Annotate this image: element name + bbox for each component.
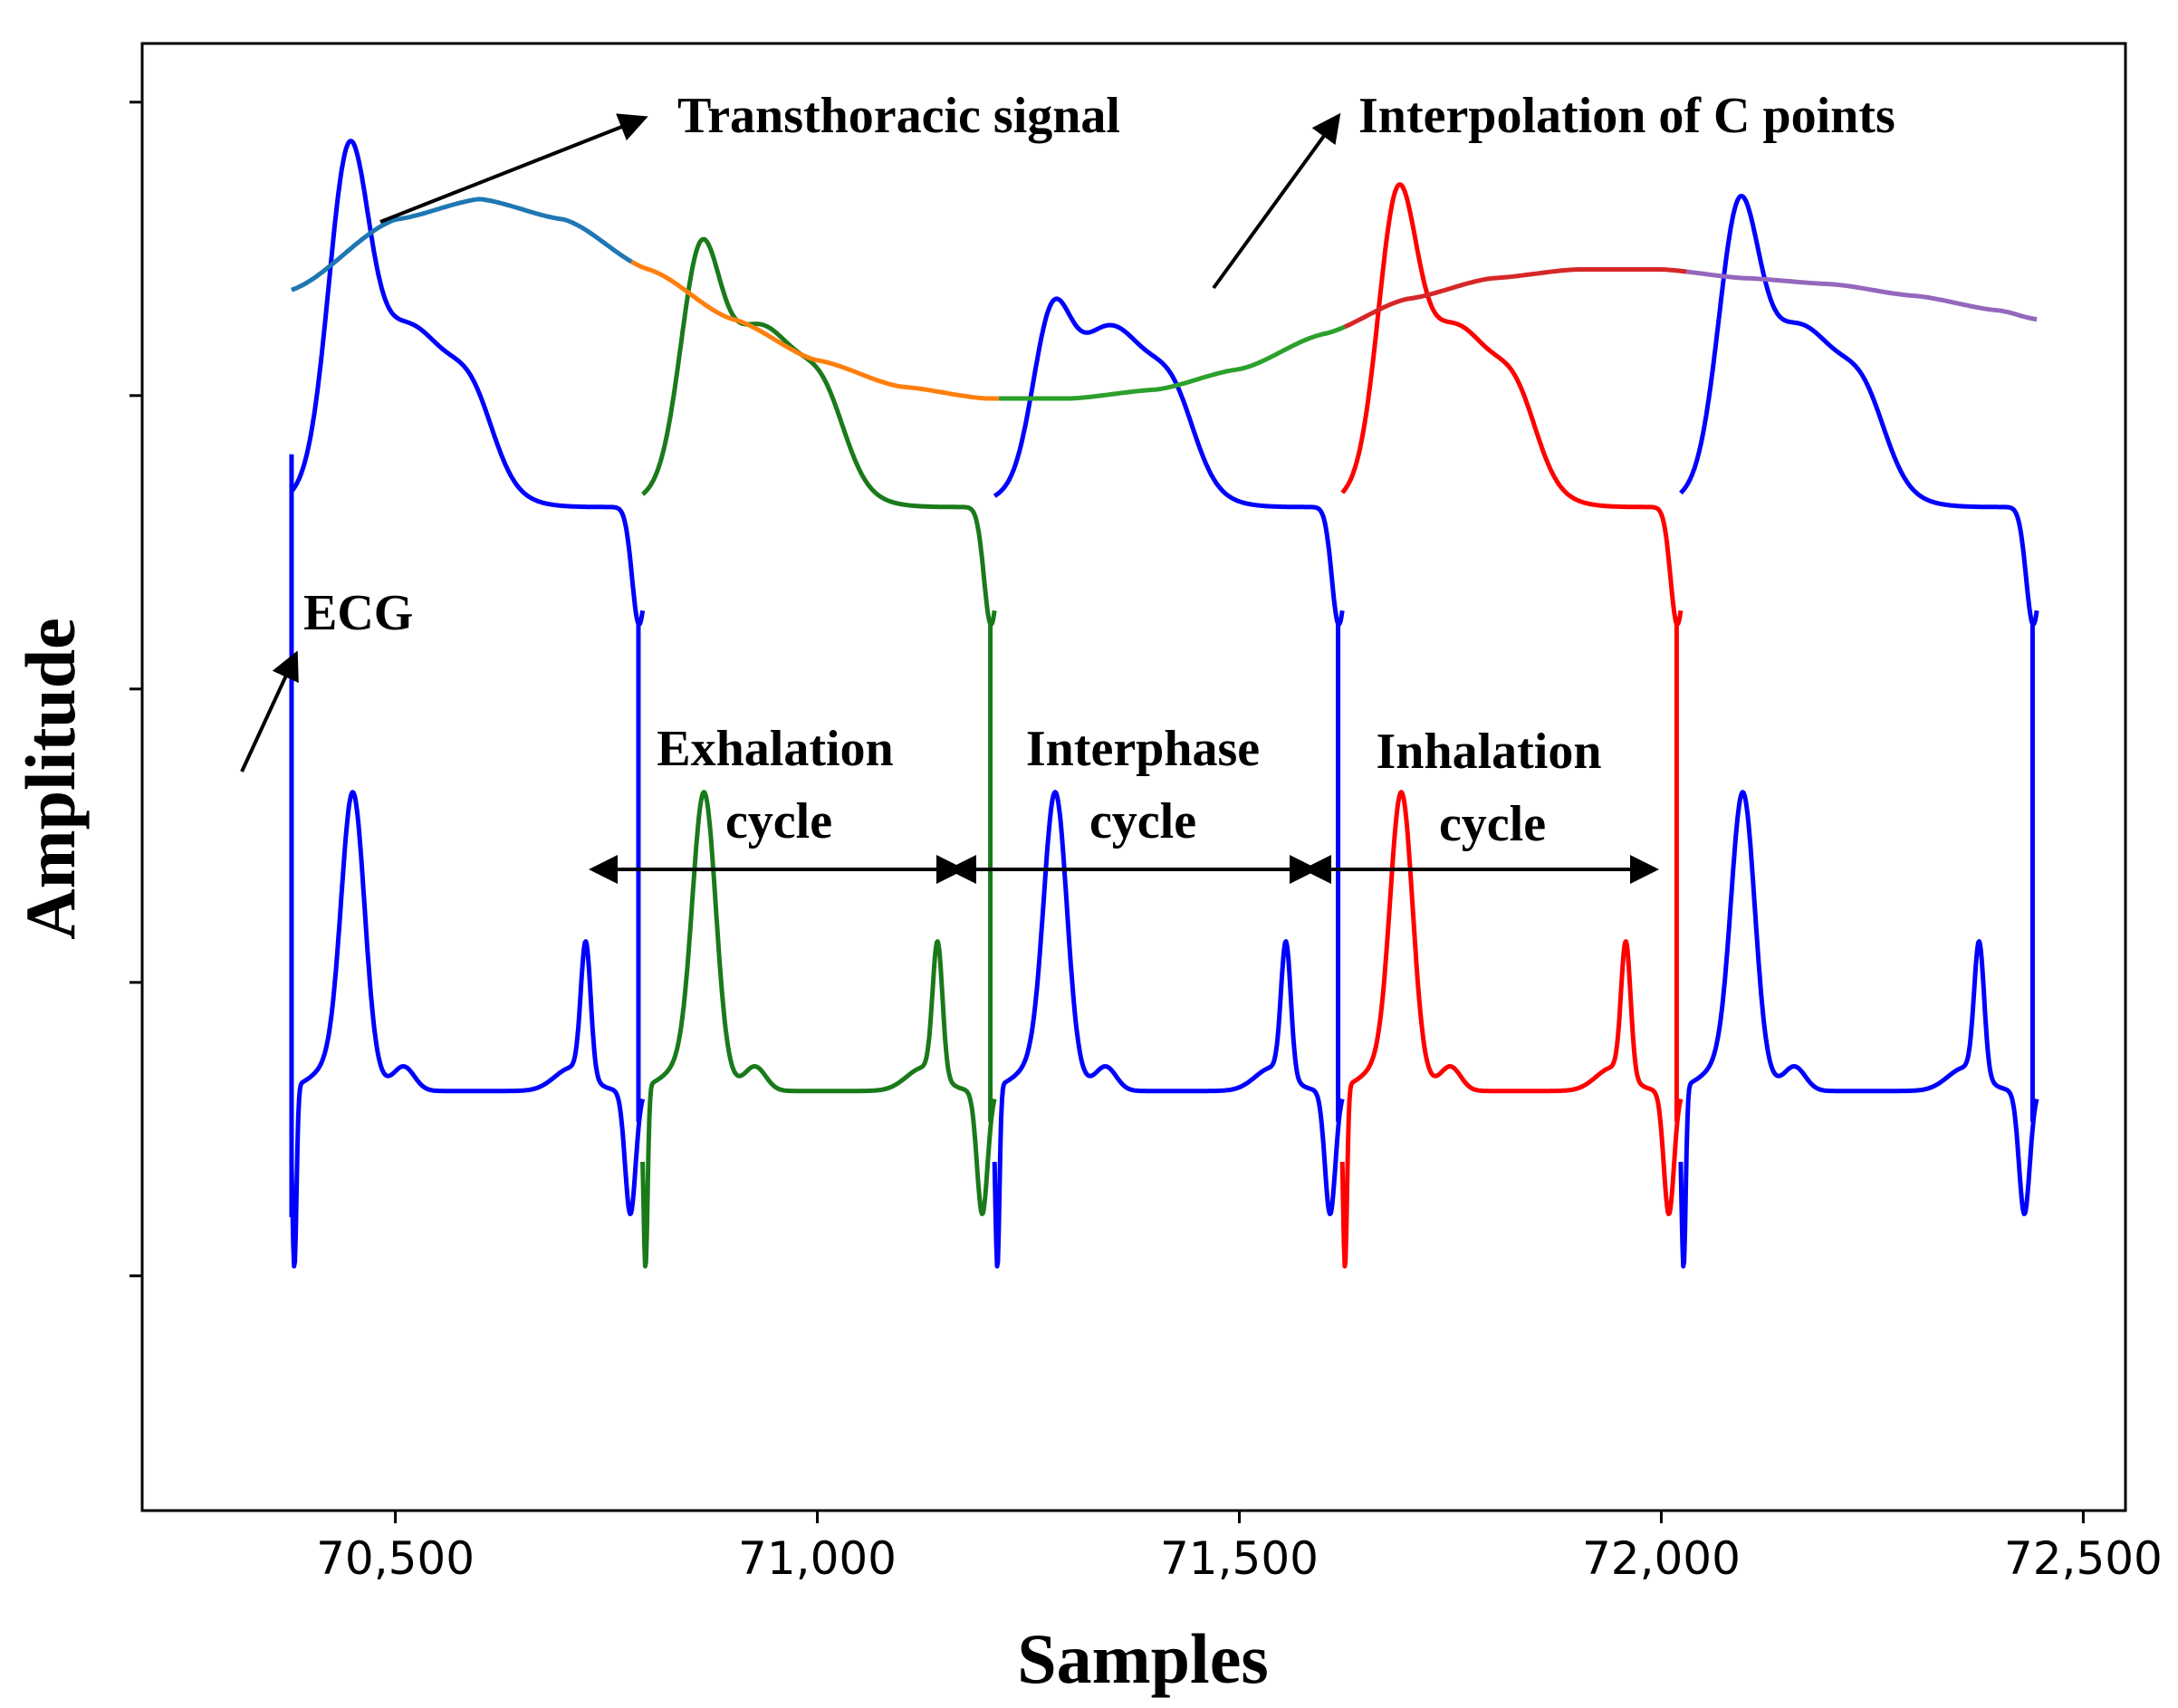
plot-area <box>140 42 2127 1512</box>
interpolation-segment-3 <box>1343 267 1687 330</box>
y-axis-ticks <box>130 101 142 1278</box>
annotation-inhalation-line2: cycle <box>1439 796 1546 852</box>
c-point-interpolation <box>291 197 2038 401</box>
annotation-interpolation: Interpolation of C points <box>1358 88 1895 144</box>
interpolation-segment-1 <box>630 259 999 401</box>
annotation-inhalation-line1: Inhalation <box>1377 724 1602 780</box>
arrow-transthoracic <box>379 113 648 224</box>
ecg-beat-4 <box>1678 790 2039 1269</box>
x-tick-label-4: 72,500 <box>2004 1532 2163 1585</box>
annotation-interphase-line1: Interphase <box>1026 721 1260 777</box>
arrow-ecg <box>240 650 299 772</box>
arrow-interpolation <box>1212 112 1341 290</box>
interpolation-segment-4 <box>1686 269 2038 322</box>
interpolation-segment-0 <box>291 197 633 293</box>
transthoracic-beat-4 <box>1679 194 2039 627</box>
x-axis-ticks: 70,500 71,000 71,500 72,000 72,500 <box>316 1511 2163 1585</box>
ecg-beat-0 <box>289 790 646 1269</box>
x-tick-label-1: 71,000 <box>738 1532 897 1585</box>
ecg-beat-2 <box>992 790 1345 1269</box>
x-axis-label: Samples <box>1017 1619 1268 1698</box>
annotation-exhalation-line2: cycle <box>725 793 832 849</box>
transthoracic-beat-1 <box>641 236 997 627</box>
transthoracic-beat-3 <box>1340 182 1684 627</box>
annotation-exhalation-line1: Exhalation <box>657 721 893 777</box>
x-tick-label-0: 70,500 <box>316 1532 475 1585</box>
ecg-beat-3 <box>1339 790 1684 1269</box>
transthoracic-beat-2 <box>993 296 1345 627</box>
x-tick-label-3: 72,000 <box>1582 1532 1741 1585</box>
ecg-beat-1 <box>640 790 997 1269</box>
x-tick-label-2: 71,500 <box>1160 1532 1319 1585</box>
annotation-interphase-line2: cycle <box>1089 793 1196 849</box>
annotation-ecg: ECG <box>303 585 413 641</box>
annotation-transthoracic: Transthoracic signal <box>677 88 1120 144</box>
y-axis-label: Amplitude <box>11 618 90 939</box>
transthoracic-beat-0 <box>290 139 646 627</box>
interpolation-segment-2 <box>998 324 1346 401</box>
